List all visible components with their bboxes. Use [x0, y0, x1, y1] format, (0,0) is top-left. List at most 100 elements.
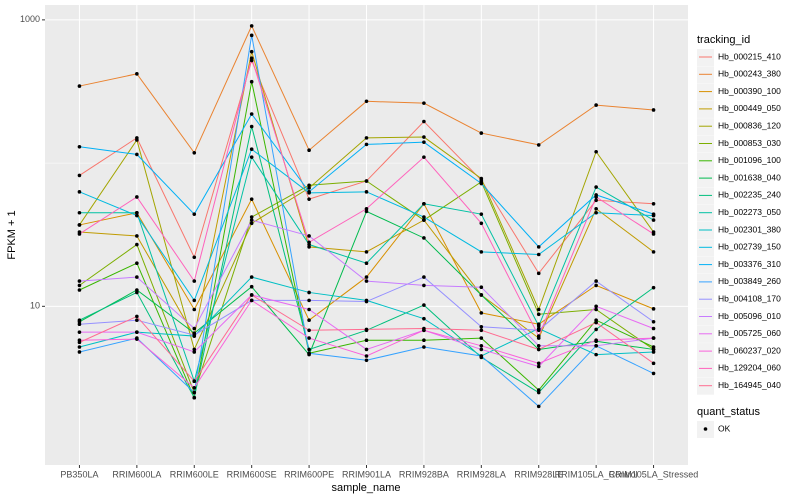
data-point: [77, 288, 82, 292]
data-point: [479, 344, 484, 348]
data-point: [422, 283, 426, 288]
data-point: [651, 285, 656, 290]
data-point: [192, 333, 197, 337]
data-point: [594, 279, 598, 283]
data-point: [249, 215, 254, 219]
data-point: [422, 140, 426, 144]
legend-label: Hb_000390_100: [718, 86, 781, 96]
x-tick-label: RRIM928BA: [399, 469, 449, 479]
legend-label: Hb_003376_310: [718, 259, 781, 269]
data-point: [479, 293, 484, 297]
legend-label: Hb_129204_060: [718, 363, 781, 373]
data-point: [364, 206, 369, 211]
data-point: [364, 190, 369, 194]
data-point: [536, 245, 541, 249]
data-point: [651, 201, 656, 206]
data-point: [192, 279, 197, 283]
data-point: [364, 99, 369, 104]
data-point: [536, 252, 541, 257]
data-point: [536, 344, 541, 348]
data-point: [594, 352, 598, 357]
data-point: [594, 149, 598, 154]
data-point: [249, 218, 254, 222]
legend-label: Hb_002301_380: [718, 224, 781, 234]
data-point: [422, 101, 426, 105]
data-point: [422, 303, 426, 307]
data-point: [135, 138, 139, 142]
data-point: [307, 328, 311, 333]
data-point: [364, 327, 369, 332]
data-point: [651, 307, 656, 311]
legend-label: Hb_001638_040: [718, 172, 781, 182]
data-point: [77, 190, 82, 194]
data-point: [135, 72, 139, 76]
data-point: [651, 347, 656, 352]
data-point: [192, 390, 197, 395]
data-point: [249, 24, 254, 28]
legend-label: Hb_001096_100: [718, 155, 781, 165]
data-point: [364, 142, 369, 147]
data-point: [594, 320, 598, 325]
data-point: [594, 307, 598, 312]
x-tick-label: RRIM901LA: [342, 469, 391, 479]
legend-label: Hb_002235_240: [718, 190, 781, 200]
data-point: [364, 279, 369, 283]
data-point: [307, 234, 311, 238]
data-point: [536, 328, 541, 333]
x-tick-label: RRIM600SE: [227, 469, 277, 479]
data-point: [479, 311, 484, 315]
data-point: [307, 336, 311, 340]
data-point: [77, 350, 82, 354]
data-point: [307, 307, 311, 312]
data-point: [249, 33, 254, 38]
data-point: [249, 221, 254, 226]
data-point: [651, 232, 656, 236]
data-point: [422, 201, 426, 206]
legend-label: Hb_000449_050: [718, 103, 781, 113]
data-point: [192, 347, 197, 352]
data-point: [536, 390, 541, 395]
data-point: [307, 148, 311, 153]
legend-label: Hb_004108_170: [718, 293, 781, 303]
data-point: [77, 144, 82, 149]
data-point: [536, 312, 541, 317]
y-tick-label: 1000: [20, 14, 40, 24]
data-point: [249, 293, 254, 297]
data-point: [307, 298, 311, 303]
legend-label: Hb_005725_060: [718, 328, 781, 338]
x-tick-label: RRIM600LA: [112, 469, 161, 479]
data-point: [479, 212, 484, 216]
data-point: [192, 385, 197, 390]
data-point: [135, 330, 139, 334]
data-point: [307, 351, 311, 356]
data-point: [249, 275, 254, 279]
data-point: [479, 354, 484, 358]
data-point: [651, 108, 656, 112]
data-point: [422, 215, 426, 219]
data-point: [77, 210, 82, 215]
data-point: [192, 150, 197, 155]
data-point: [307, 347, 311, 352]
x-tick-label: PB350LA: [60, 469, 98, 479]
legend: Hb_000215_410 Hb_000243_380 Hb_000390_100 H…: [697, 49, 781, 438]
data-point: [77, 318, 82, 322]
data-point: [536, 334, 541, 338]
data-point: [192, 255, 197, 260]
x-tick-label: RRIM600PE: [284, 469, 334, 479]
data-point: [135, 213, 139, 218]
data-point: [651, 326, 656, 331]
data-point: [536, 361, 541, 366]
legend-label: Hb_000243_380: [718, 69, 781, 79]
data-point: [479, 328, 484, 333]
y-axis-title: FPKM + 1: [6, 210, 18, 259]
data-point: [135, 210, 139, 215]
legend-label: Hb_000836_120: [718, 120, 781, 130]
data-point: [651, 361, 656, 366]
data-point: [364, 136, 369, 140]
data-point: [422, 316, 426, 321]
data-point: [249, 79, 254, 84]
data-point: [307, 186, 311, 190]
data-point: [479, 131, 484, 135]
legend-label: OK: [718, 423, 731, 433]
data-point: [364, 347, 369, 352]
